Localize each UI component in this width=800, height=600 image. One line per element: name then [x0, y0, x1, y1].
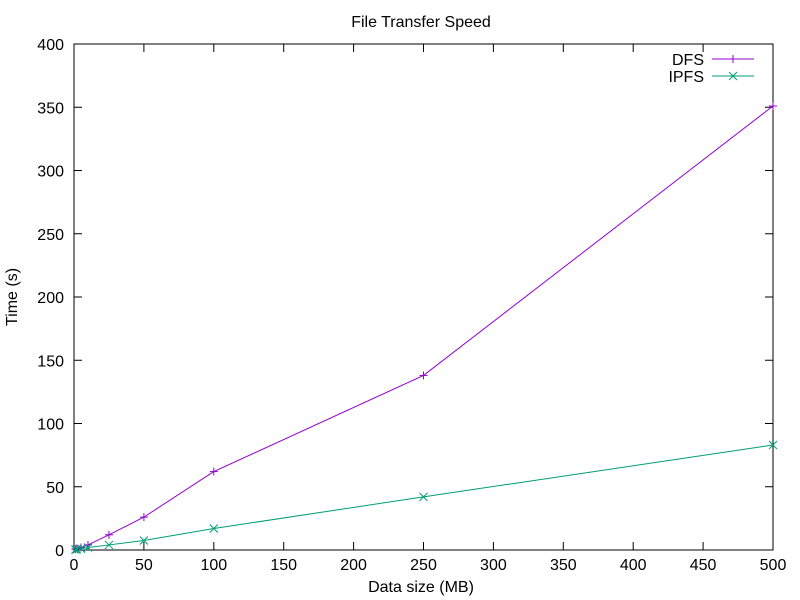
legend-marker-ipfs [728, 71, 738, 81]
y-tick-label: 400 [37, 37, 64, 54]
data-point-dfs [139, 513, 148, 522]
plot-frame [73, 43, 774, 551]
legend-label-ipfs: IPFS [668, 69, 704, 86]
data-point-ipfs [419, 492, 428, 502]
y-tick-label: 250 [37, 227, 64, 244]
legend-marker-dfs [729, 55, 737, 63]
x-tick-label: 0 [70, 557, 79, 574]
data-point-ipfs [768, 440, 778, 450]
x-tick-label: 350 [550, 557, 577, 574]
x-tick-labels: 0 50 100 150 200 250 300 350 400 450 500 [70, 557, 787, 574]
data-point-ipfs [209, 524, 219, 533]
x-tick-label: 500 [760, 557, 787, 574]
x-tick-label: 400 [620, 557, 647, 574]
data-point-ipfs [139, 536, 149, 545]
x-tick-label: 150 [270, 557, 297, 574]
x-tick-label: 50 [135, 557, 153, 574]
axis-ticks [73, 43, 774, 551]
data-point-ipfs [76, 544, 86, 554]
y-tick-label: 300 [37, 164, 64, 181]
series-line-dfs [75, 105, 774, 550]
x-axis-label: Data size (MB) [368, 579, 474, 596]
chart-title: File Transfer Speed [351, 14, 491, 31]
data-point-dfs [104, 530, 113, 539]
data-point-ipfs [83, 543, 93, 552]
data-point-dfs [419, 371, 428, 380]
x-tick-label: 300 [480, 557, 507, 574]
x-tick-label: 100 [200, 557, 227, 574]
x-tick-label: 200 [340, 557, 367, 574]
y-tick-label: 350 [37, 100, 64, 117]
y-tick-label: 50 [46, 480, 64, 497]
x-tick-label: 450 [690, 557, 717, 574]
x-tick-label: 250 [410, 557, 437, 574]
data-point-dfs [209, 467, 218, 476]
y-tick-labels: 0 50 100 150 200 250 300 350 400 [37, 37, 64, 560]
y-tick-label: 150 [37, 353, 64, 370]
y-tick-label: 100 [37, 417, 64, 434]
legend-label-dfs: DFS [672, 52, 704, 69]
y-tick-label: 200 [37, 290, 64, 307]
data-point-ipfs [104, 540, 114, 550]
y-axis-label: Time (s) [4, 268, 21, 326]
data-point-dfs [769, 101, 777, 110]
series-layer [71, 101, 778, 554]
y-tick-label: 0 [55, 543, 64, 560]
